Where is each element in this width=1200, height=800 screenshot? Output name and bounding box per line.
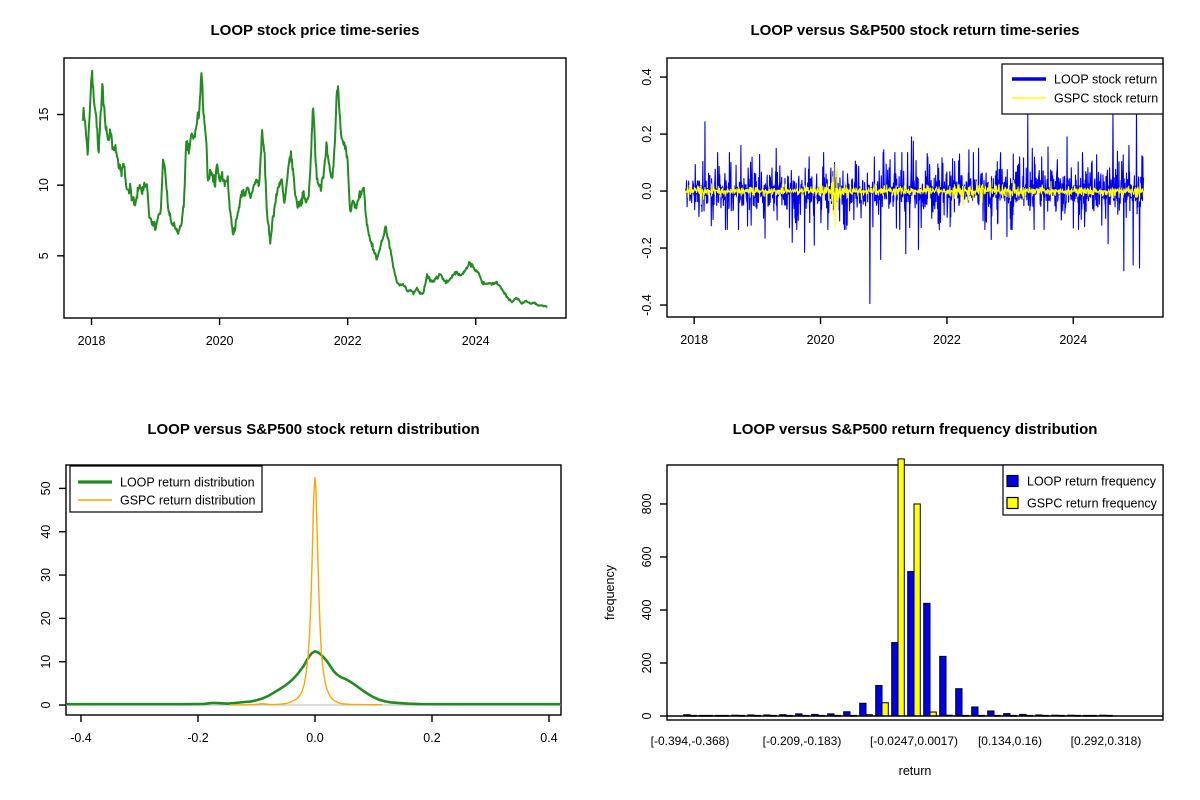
- gspc-bar: [897, 458, 905, 717]
- y-axis-label: frequency: [603, 564, 617, 620]
- price-axes: 2018 2020 2022 2024 5 10 15: [37, 57, 567, 348]
- legend-square-swatch: [1006, 496, 1019, 510]
- gspc-bar: [881, 702, 889, 717]
- legend-label: LOOP return frequency: [1027, 475, 1157, 489]
- gspc-bar: [913, 503, 921, 717]
- bin-label: [0.292,0.318): [1071, 734, 1142, 748]
- price-chart: 2018 2020 2022 2024 5 10 15: [37, 57, 567, 348]
- y-tick-label: 50: [39, 481, 53, 495]
- x-tick-label: 2022: [334, 334, 362, 348]
- y-tick-label: -0.4: [640, 294, 654, 316]
- loop-bar: [859, 702, 867, 717]
- frequency-chart: 0 200 400 600 800 return frequency [-0.394,-0.3…: [603, 458, 1164, 778]
- x-axis-label: return: [899, 764, 932, 778]
- returns-legend: LOOP stock return GSPC stock return: [1001, 63, 1164, 115]
- y-tick-label: 0.2: [640, 125, 654, 142]
- legend-label: LOOP stock return: [1054, 73, 1157, 87]
- returns-chart: 2018 2020 2022 2024 -0.4 -0.2 0.0 0.2 0.4 LOOP st…: [640, 57, 1164, 347]
- bin-label: [-0.394,-0.368): [651, 734, 730, 748]
- y-tick-label: 800: [640, 493, 654, 514]
- x-tick-label: 2024: [1059, 333, 1087, 347]
- y-tick-label: 0: [39, 702, 53, 709]
- legend-label: LOOP return distribution: [120, 476, 255, 490]
- y-tick-label: 10: [37, 178, 51, 192]
- density-axes: -0.4 -0.2 0.0 0.2 0.4 0 10 20 30 40 50: [39, 464, 562, 745]
- returns-chart-title: LOOP versus S&P500 stock return time-ser…: [750, 22, 1080, 39]
- x-tick-label: 2022: [933, 333, 961, 347]
- x-tick-label: 2024: [462, 334, 490, 348]
- x-tick-label: -0.2: [187, 731, 209, 745]
- x-tick-label: 0.2: [423, 731, 440, 745]
- frequency-legend: LOOP return frequency GSPC return frequen…: [1002, 464, 1164, 516]
- y-tick-label: -0.2: [640, 237, 654, 259]
- loop-bar: [875, 685, 883, 717]
- x-tick-label: 2018: [78, 334, 106, 348]
- legend-label: GSPC return distribution: [120, 494, 256, 508]
- returns-axes: 2018 2020 2022 2024 -0.4 -0.2 0.0 0.2 0.4: [640, 57, 1164, 347]
- y-tick-label: 0: [640, 712, 654, 719]
- density-chart-title: LOOP versus S&P500 stock return distribu…: [147, 421, 480, 438]
- y-tick-label: 30: [39, 568, 53, 582]
- x-tick-label: 0.0: [306, 731, 323, 745]
- y-tick-label: 200: [640, 653, 654, 674]
- y-tick-label: 400: [640, 600, 654, 621]
- x-tick-label: -0.4: [70, 731, 92, 745]
- loop-bar: [907, 571, 915, 717]
- gspc-stock-return-series: [684, 164, 1145, 228]
- frequency-bars: [-0.394,-0.368) [-0.209,-0.183) [-0.0247,0…: [651, 458, 1163, 748]
- x-tick-label: 0.4: [540, 731, 557, 745]
- x-tick-label: 2018: [680, 333, 708, 347]
- loop-bar: [891, 642, 899, 717]
- frequency-chart-title: LOOP versus S&P500 return frequency dist…: [732, 421, 1098, 438]
- bin-label: [-0.209,-0.183): [763, 734, 842, 748]
- loop-bar: [939, 655, 947, 717]
- loop-return-distribution-series: [66, 650, 561, 706]
- y-tick-label: 600: [640, 546, 654, 567]
- frequency-axes: 0 200 400 600 800 return frequency: [603, 464, 1164, 778]
- bin-label: [0.134,0.16): [978, 734, 1042, 748]
- loop-stock-price-series: [81, 69, 548, 308]
- density-legend: LOOP return distribution GSPC return dist…: [69, 465, 263, 513]
- gspc-return-distribution-series: [230, 476, 383, 706]
- x-tick-label: 2020: [807, 333, 835, 347]
- legend-label: GSPC return frequency: [1027, 497, 1158, 511]
- y-tick-label: 5: [37, 252, 51, 259]
- y-tick-label: 40: [39, 525, 53, 539]
- bin-label: [-0.0247,0.0017): [870, 734, 958, 748]
- x-tick-label: 2020: [206, 334, 234, 348]
- loop-stock-return-series: [684, 105, 1145, 305]
- loop-bar: [971, 706, 979, 717]
- y-tick-label: 15: [37, 108, 51, 122]
- y-tick-label: 20: [39, 611, 53, 625]
- y-tick-label: 10: [39, 655, 53, 669]
- y-tick-label: 0.4: [640, 68, 654, 85]
- loop-bar: [923, 602, 931, 717]
- density-chart: -0.4 -0.2 0.0 0.2 0.4 0 10 20 30 40 50 LOOP return …: [39, 464, 562, 745]
- loop-bar: [987, 710, 995, 717]
- legend-label: GSPC stock return: [1054, 92, 1158, 106]
- y-tick-label: 0.0: [640, 182, 654, 199]
- loop-bar: [955, 688, 963, 717]
- price-chart-title: LOOP stock price time-series: [210, 22, 420, 39]
- legend-square-swatch: [1006, 474, 1019, 488]
